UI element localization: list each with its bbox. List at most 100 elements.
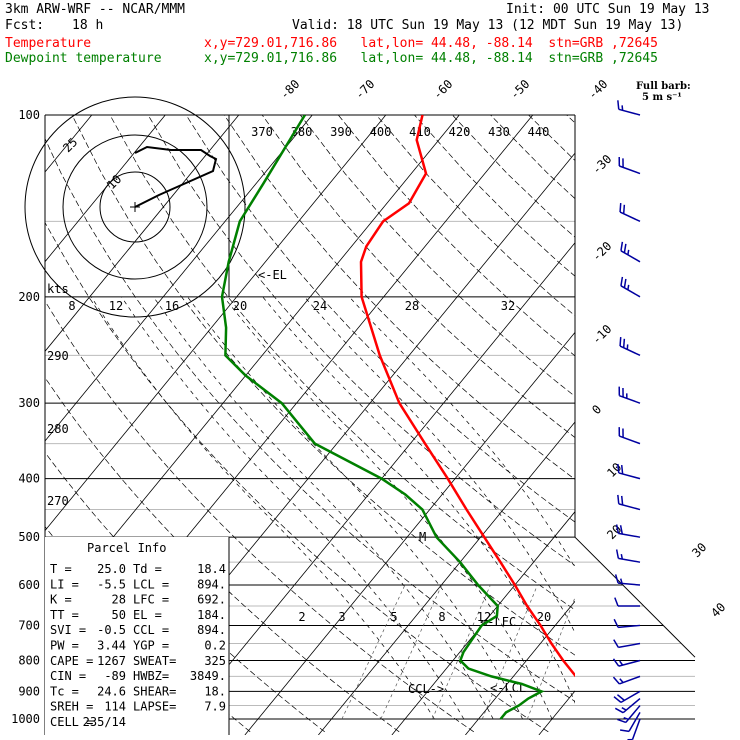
parcel-info-title: Parcel Info	[87, 541, 166, 555]
parcel-row-label2: LFC =	[133, 593, 169, 607]
parcel-row-label2: LCL =	[133, 577, 169, 591]
pressure-label-700: 700	[18, 618, 40, 632]
dewpoint-location: x,y=729.01,716.86 lat,lon= 44.48, -88.14…	[204, 51, 658, 66]
isotherm-label: -80	[277, 77, 302, 102]
parcel-row-label2: YGP =	[133, 639, 169, 653]
wind-barbs	[612, 100, 641, 740]
pressure-label-200: 200	[18, 290, 40, 304]
hodograph-trace	[134, 145, 218, 208]
temperature-legend: Temperature	[5, 36, 92, 51]
tropopause-marker: M	[419, 530, 426, 544]
wind-barb-staff	[628, 711, 641, 732]
isotherm-label: -30	[589, 152, 614, 177]
moist-adiabat	[153, 296, 494, 720]
isotherm	[0, 115, 18, 735]
parcel-row-label: TT =	[50, 608, 79, 622]
wind-barb-flag	[617, 463, 620, 474]
parcel-row-value2: 7.9	[204, 700, 226, 714]
isotherm-label: -50	[507, 77, 532, 102]
ccl-label: CCL->	[408, 682, 444, 696]
theta-label: 390	[330, 125, 352, 139]
dry-adiabat	[71, 115, 575, 656]
dewpoint-legend: Dewpoint temperature	[5, 51, 162, 66]
wbpt-label: 8	[68, 299, 75, 313]
parcel-row-label: SREH =	[50, 700, 93, 714]
theta-label: 430	[488, 125, 510, 139]
wind-barb-flag	[612, 676, 620, 685]
isotherm-label: -20	[589, 239, 614, 264]
wind-barb-flag	[617, 718, 627, 724]
parcel-row-value: 235/14	[83, 715, 126, 729]
parcel-row-value2: 3849.	[190, 669, 226, 683]
isotherm	[465, 600, 575, 735]
isotherm-label: -40	[585, 77, 610, 102]
wind-barb-flag	[620, 464, 624, 475]
parcel-row-label: K =	[50, 593, 72, 607]
dry-adiabat	[261, 115, 575, 438]
parcel-row-label: T =	[50, 562, 72, 576]
isotherm	[45, 115, 240, 352]
hodograph-ring	[99, 171, 171, 243]
valid-time: Valid: 18 UTC Sun 19 May 13 (12 MDT Sun …	[292, 18, 684, 33]
wind-barb-flag	[613, 696, 622, 703]
mixing-ratio-line	[432, 584, 491, 720]
wind-barb-flag	[615, 549, 620, 559]
wind-barb-flag	[620, 495, 624, 505]
dry-adiabat	[566, 115, 575, 124]
parcel-row-label2: HWBZ=	[133, 669, 169, 683]
wind-barb-flag	[622, 338, 626, 348]
parcel-row-value: 114	[104, 700, 126, 714]
hodograph-ring-label: 25	[60, 135, 80, 155]
parcel-row-value2: 18.4	[197, 562, 226, 576]
mixing-ratio-line	[380, 584, 443, 720]
wind-barb-flag	[613, 618, 619, 628]
parcel-row-label2: CCL =	[133, 623, 169, 637]
wind-barb-half-flag	[623, 716, 629, 721]
parcel-row-value2: 894.	[197, 623, 226, 637]
parcel-row-value: -89	[104, 669, 126, 683]
isotherm	[45, 115, 460, 621]
wbpt-label: 32	[501, 299, 515, 313]
ms-label: 270	[47, 494, 69, 508]
dry-adiabat	[452, 115, 575, 238]
wind-barb-flag	[615, 524, 620, 534]
parcel-row-label: LI =	[50, 577, 79, 591]
parcel-row-value: 25.0	[97, 562, 126, 576]
wind-barb-half-flag	[619, 578, 623, 584]
dry-adiabat	[45, 221, 549, 733]
pressure-label-1000: 1000	[11, 712, 40, 726]
isotherm-label: 10	[604, 460, 624, 480]
wind-barb-flag	[617, 494, 620, 504]
forecast-label: Fcst:	[5, 18, 45, 33]
parcel-row-label2: SWEAT=	[133, 654, 176, 668]
pressure-label-300: 300	[18, 396, 40, 410]
wind-barb-flag	[619, 337, 622, 347]
pressure-label-100: 100	[18, 108, 40, 122]
ms-label: 280	[47, 422, 69, 436]
wind-barb-half-flag	[621, 707, 627, 711]
mixing-ratio-label: 3	[338, 610, 345, 624]
dry-adiabat	[223, 115, 575, 480]
parcel-row-label: SVI =	[50, 623, 86, 637]
lfc-label: <-LFC	[480, 615, 516, 629]
dry-adiabat	[147, 115, 575, 566]
dry-adiabat	[185, 115, 575, 523]
wind-barb-flag	[620, 276, 624, 286]
moist-adiabat	[187, 296, 523, 720]
parcel-row-value: -0.5	[97, 623, 126, 637]
isotherm	[538, 690, 575, 735]
parcel-row-value2: 18.	[204, 684, 226, 698]
diagram-grid	[0, 115, 740, 735]
model-title: 3km ARW-WRF -- NCAR/MMM	[5, 2, 186, 17]
wind-barb-flag	[617, 100, 620, 110]
wind-barb-flag	[623, 278, 627, 288]
isotherm	[612, 115, 740, 735]
wind-barb-flag	[614, 707, 624, 714]
parcel-row-label: CELL =	[50, 715, 93, 729]
hodograph-ring	[62, 134, 208, 280]
parcel-row-label: CAPE =	[50, 654, 93, 668]
isotherm	[244, 331, 575, 735]
dry-adiabat	[605, 115, 740, 732]
moist-adiabat	[90, 296, 435, 720]
parcel-row-value: -5.5	[97, 577, 126, 591]
